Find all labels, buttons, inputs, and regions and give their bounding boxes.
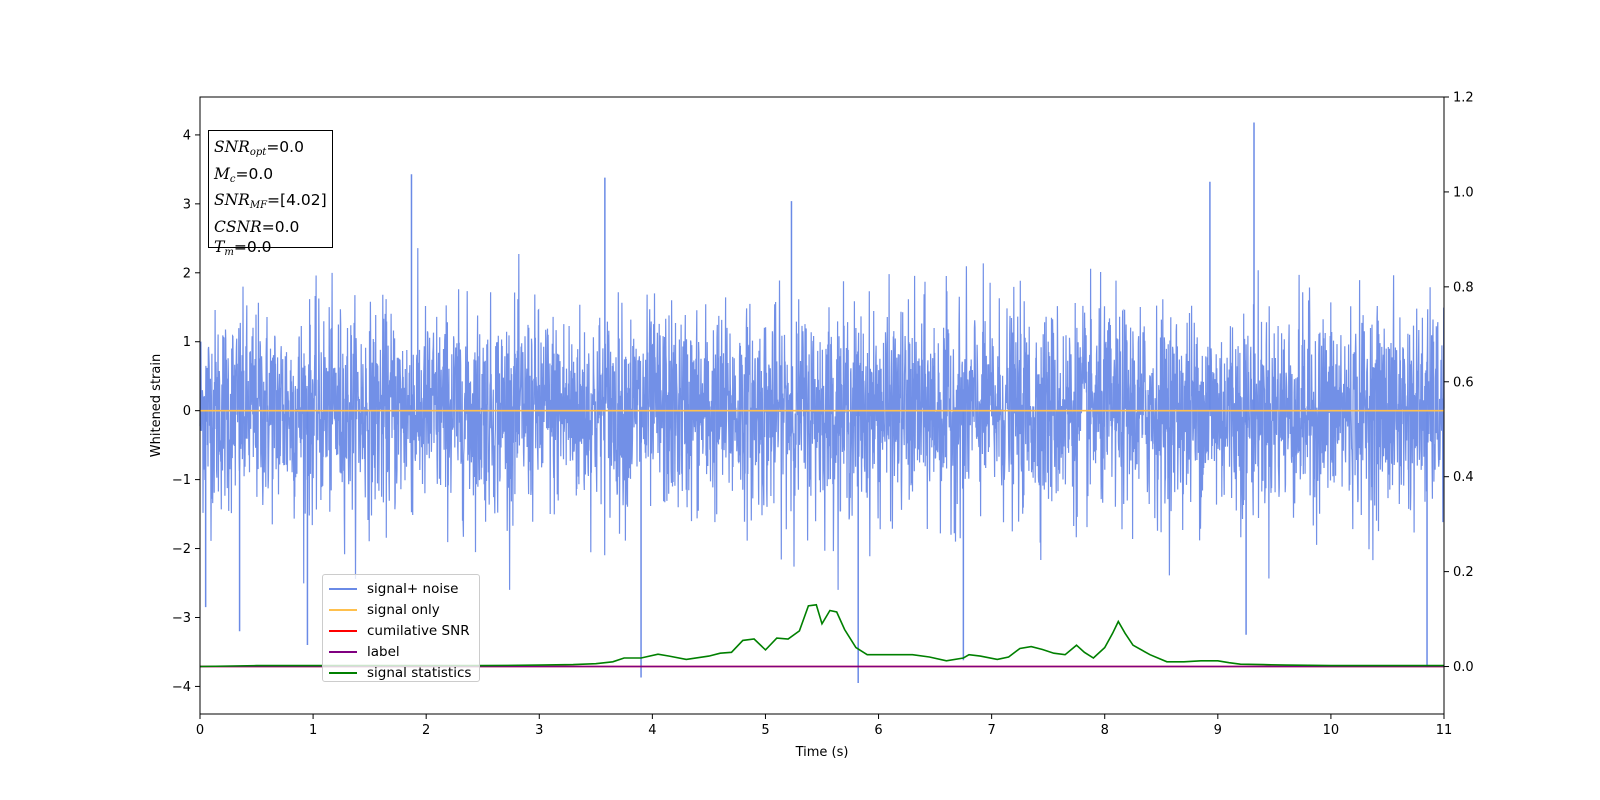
x-tick-label: 8	[1101, 723, 1109, 738]
x-tick-label: 0	[196, 723, 204, 738]
series-line-4	[199, 603, 1444, 668]
y-tick-label: 0	[183, 404, 191, 419]
y-tick-label: 3	[183, 197, 191, 212]
x-tick-label: 4	[648, 723, 656, 738]
info-csnr: CSNR=0.0	[214, 217, 300, 236]
legend-item: label	[329, 641, 479, 662]
legend-swatch	[329, 588, 357, 591]
legend-swatch	[329, 629, 357, 632]
y-tick-label: 2	[183, 266, 191, 281]
plot-frame	[199, 96, 1445, 715]
axis-ticks: 0 1 2 3 4 5 6 7 8 9 10 11 −4 −3 −2 −1 0 1 2 3 4 0.0 0.2 0.4 0.6 0…	[172, 91, 1474, 739]
y-tick-label: −1	[172, 473, 191, 488]
legend: signal+ noise signal only cumilative SNR…	[322, 574, 480, 682]
x-tick-label: 5	[761, 723, 769, 738]
info-mc: Mc=0.0	[214, 164, 274, 185]
y-tick-label: −2	[172, 542, 191, 557]
y-tick-label: 4	[183, 128, 191, 143]
y2-tick-label: 1.0	[1453, 185, 1474, 200]
legend-item: signal+ noise	[329, 579, 479, 600]
legend-item: cumilative SNR	[329, 621, 479, 642]
x-tick-label: 11	[1436, 723, 1453, 738]
x-tick-label: 1	[309, 723, 317, 738]
x-tick-label: 2	[422, 723, 430, 738]
y2-tick-label: 0.0	[1453, 660, 1474, 675]
x-axis-label: Time (s)	[795, 745, 849, 760]
y-tick-label: −3	[172, 611, 191, 626]
y2-tick-label: 1.2	[1453, 91, 1474, 106]
x-tick-label: 6	[874, 723, 882, 738]
info-tm: Tm=0.0	[214, 238, 272, 258]
signal-noise-line	[199, 248, 1445, 590]
legend-label: signal only	[367, 602, 440, 619]
x-tick-label: 3	[535, 723, 543, 738]
legend-label: cumilative SNR	[367, 622, 470, 639]
legend-swatch	[329, 609, 357, 612]
legend-label: label	[367, 643, 400, 660]
y2-tick-label: 0.4	[1453, 470, 1474, 485]
x-tick-label: 9	[1214, 723, 1222, 738]
y-tick-label: 1	[183, 335, 191, 350]
y2-tick-label: 0.2	[1453, 565, 1474, 580]
info-snr-mf: SNRMF=[4.02]	[214, 191, 327, 211]
info-snr-opt: SNRopt=0.0	[214, 138, 304, 158]
legend-swatch	[329, 671, 357, 674]
info-box: SNRopt=0.0 Mc=0.0 SNRMF=[4.02] CSNR=0.0 …	[208, 130, 333, 258]
y-tick-label: −4	[172, 680, 191, 695]
legend-item: signal statistics	[329, 662, 479, 683]
legend-swatch	[329, 650, 357, 653]
y-axis-label: Whitened strain	[149, 354, 164, 457]
legend-label: signal statistics	[367, 664, 472, 681]
x-tick-label: 10	[1323, 723, 1340, 738]
legend-item: signal only	[329, 600, 479, 621]
signal-noise-series	[199, 122, 1445, 683]
y2-tick-label: 0.8	[1453, 280, 1474, 295]
y2-tick-label: 0.6	[1453, 375, 1474, 390]
x-tick-label: 7	[987, 723, 995, 738]
legend-label: signal+ noise	[367, 581, 459, 598]
